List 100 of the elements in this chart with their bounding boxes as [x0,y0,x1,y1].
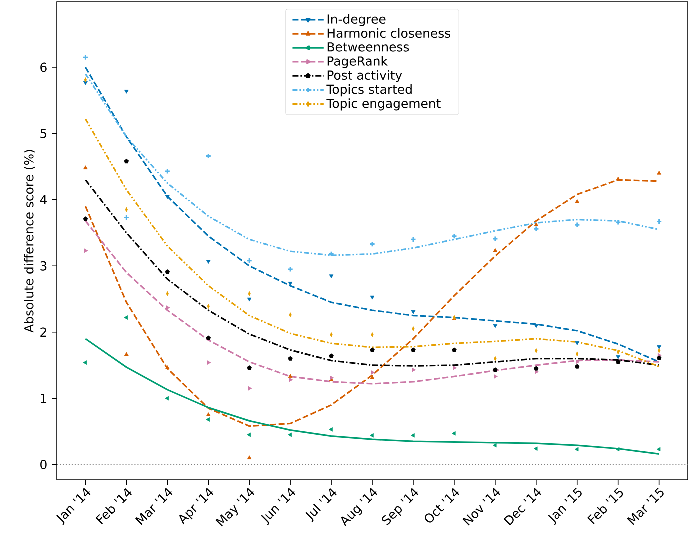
line-series [84,118,660,368]
x-tick-label: Jun '14 [261,488,296,526]
point [534,446,538,452]
point [288,432,292,438]
point [124,90,129,94]
point [411,348,416,352]
x-tick-label: Apr '14 [179,488,214,525]
point [84,248,88,254]
point [328,251,335,258]
point [492,443,497,448]
point [657,346,662,350]
point [370,348,375,352]
point [165,270,170,274]
point [410,433,415,438]
point [206,260,211,264]
point [288,356,293,361]
point [616,360,621,364]
point [657,170,662,175]
point [165,195,170,200]
point [288,374,293,378]
point [248,386,252,391]
legend-label: Harmonic closeness [328,28,450,38]
x-tick-label: Oct '14 [425,488,460,523]
point [371,370,375,375]
line-series [84,338,660,455]
x-tick-label: Dec '14 [504,488,542,526]
legend-label: Topics started [326,84,412,97]
point [288,282,293,286]
point [206,412,211,416]
point [289,378,294,382]
y-tick-label: 5 [40,129,47,138]
point [534,222,539,226]
point [576,360,580,364]
x-tick-label: Mar '15 [627,488,664,526]
legend-label: Topic engagement [326,98,441,111]
x-tick-label: Jan '15 [548,488,582,526]
point [370,296,375,300]
point [165,366,170,370]
x-tick-label: Feb '14 [96,488,132,525]
y-tick-label: 0 [40,460,47,470]
point [370,376,375,380]
point [493,324,498,328]
point [83,216,88,222]
point [616,355,621,360]
legend-label: Post activity [328,70,402,82]
point [83,360,88,365]
x-tick-label: Jul '14 [306,488,337,523]
point [247,432,251,438]
line-series [84,66,660,363]
point [84,81,88,86]
x-tick-label: Nov '14 [462,488,500,526]
point [575,199,580,204]
point [575,364,580,369]
point [369,241,376,248]
point [534,366,539,371]
point [493,368,498,372]
point [410,236,417,243]
point [247,366,252,370]
point [84,166,88,170]
point [493,248,498,252]
point [329,354,334,358]
point [206,418,210,422]
point [124,316,128,320]
point [247,456,252,460]
point [452,348,457,352]
x-tick-label: Jan '14 [56,488,91,526]
y-tick-label: 3 [40,261,47,271]
y-tick-label: 2 [40,328,46,337]
point [492,236,498,242]
x-tick-label: Mar '14 [135,488,173,526]
y-tick-label: 1 [41,394,47,404]
x-tick-label: Sep '14 [382,488,419,526]
point [329,427,333,432]
legend-label: In-degree [328,14,386,26]
point [329,274,334,279]
point [206,336,211,340]
point [452,431,456,436]
point [534,324,539,328]
point [247,298,252,302]
point [453,366,457,370]
point [165,396,169,401]
point [207,360,212,365]
y-axis-title: Absolute difference score (%) [24,150,36,333]
point [124,352,129,356]
legend-label: PageRank [328,56,388,68]
point [412,368,416,372]
x-tick-label: Aug '14 [341,488,378,527]
y-tick-label: 4 [40,195,47,204]
point [411,310,416,314]
point [656,447,661,452]
point [574,447,579,452]
point [656,356,662,360]
point [616,447,620,452]
x-tick-label: Feb '15 [587,488,624,525]
y-tick-label: 6 [40,62,47,72]
point [575,342,580,346]
legend-label: Betweenness [328,42,410,52]
point [164,168,171,175]
point [124,159,130,164]
point [494,374,498,379]
